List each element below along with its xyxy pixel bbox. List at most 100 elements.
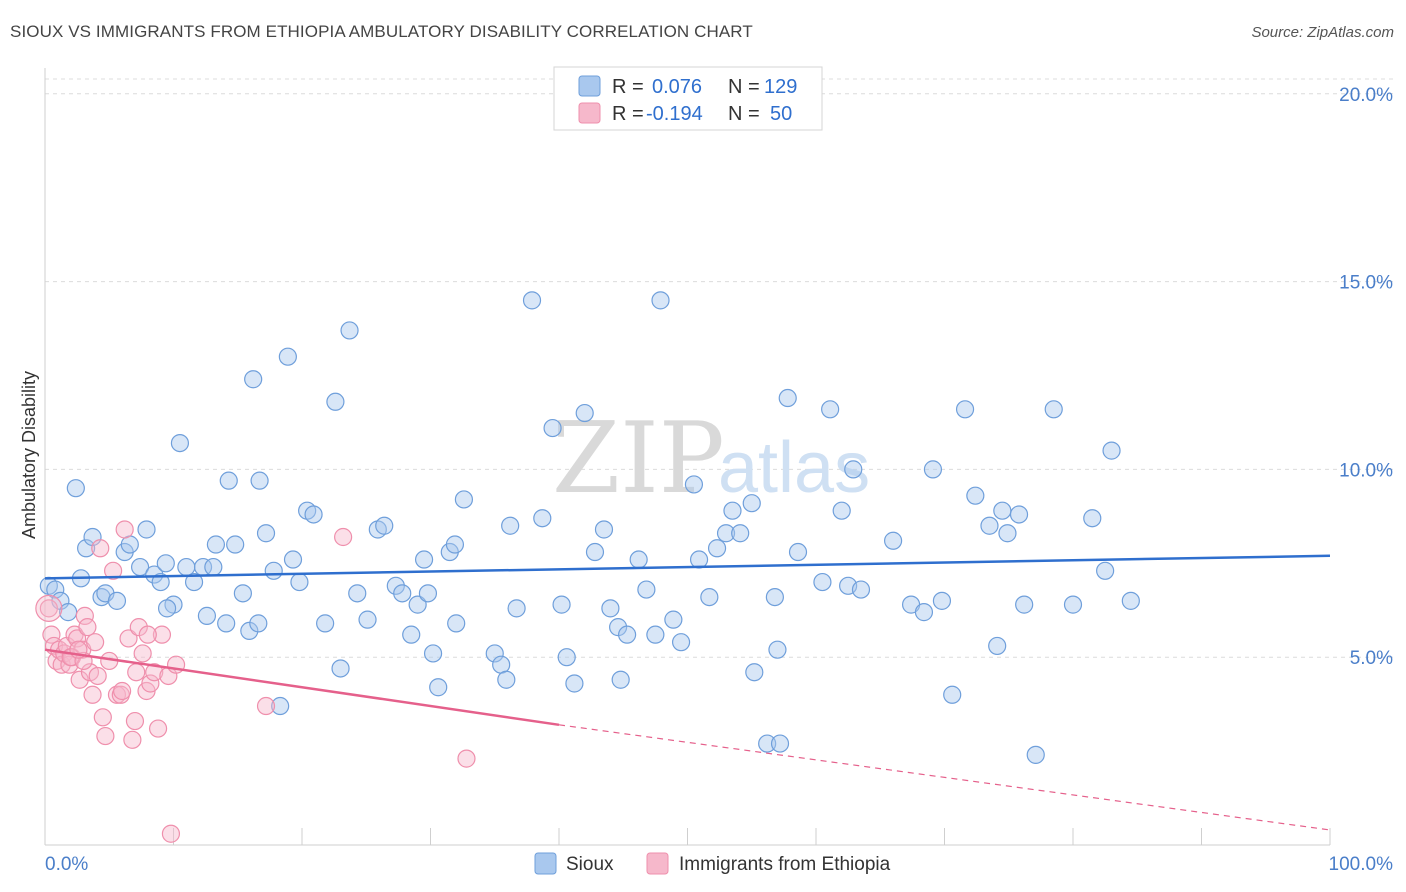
ethiopia-point	[88, 666, 107, 686]
sioux-point	[993, 501, 1012, 520]
sioux-point	[507, 599, 526, 618]
ethiopia-point	[119, 629, 138, 648]
y-tick-label: 20.0%	[1339, 85, 1393, 106]
sioux-point	[217, 614, 236, 633]
sioux-trend-line	[44, 554, 1331, 580]
sioux-point	[821, 400, 840, 419]
sioux-point	[637, 580, 656, 599]
ethiopia-point	[123, 730, 142, 749]
source-label: Source: ZipAtlas.com	[1251, 24, 1394, 41]
sioux-point	[429, 678, 448, 697]
y-axis-tick-labels: 5.0% 10.0% 15.0% 20.0%	[1339, 85, 1393, 669]
series-legend-label-ethiopia: Immigrants from Ethiopia	[679, 854, 891, 875]
sioux-point	[278, 347, 297, 366]
sioux-point	[731, 524, 750, 543]
sioux-point	[120, 535, 139, 554]
legend-n-value-sioux: 129	[764, 76, 797, 98]
sioux-point	[219, 471, 238, 490]
sioux-point	[651, 291, 670, 310]
sioux-point	[684, 475, 704, 494]
sioux-point	[206, 535, 226, 554]
legend-swatch-sioux	[578, 75, 601, 97]
sioux-point	[646, 625, 665, 644]
legend-n-value-ethiopia: 50	[770, 103, 792, 125]
sioux-point	[707, 539, 727, 558]
series-legend-swatch-ethiopia	[646, 852, 669, 875]
sioux-point	[788, 542, 808, 562]
ethiopia-point	[127, 663, 146, 682]
ethiopia-point	[256, 696, 276, 716]
sioux-point	[177, 557, 196, 577]
sioux-point	[393, 584, 412, 603]
ethiopia-point	[115, 520, 134, 539]
sioux-point	[883, 531, 903, 550]
ethiopia-trend-line	[44, 648, 560, 727]
sioux-point	[445, 535, 465, 554]
ethiopia-point	[457, 749, 476, 768]
ethiopia-point-large	[35, 594, 63, 622]
sioux-point	[533, 509, 552, 528]
sioux-point	[543, 418, 562, 438]
sioux-point	[418, 584, 438, 603]
sioux-point	[170, 433, 190, 453]
ethiopia-point	[152, 625, 172, 644]
sioux-point	[157, 599, 177, 618]
ethiopia-point	[138, 625, 157, 644]
legend-r-value-sioux: 0.076	[652, 76, 702, 98]
ethiopia-point	[93, 708, 112, 727]
sioux-point	[745, 663, 764, 682]
sioux-point	[594, 520, 614, 539]
sioux-point	[955, 400, 975, 419]
sioux-point	[664, 610, 683, 629]
sioux-point	[271, 696, 290, 716]
sioux-point	[980, 516, 999, 535]
sioux-point	[923, 460, 943, 479]
sioux-point	[689, 550, 709, 569]
sioux-point	[1063, 595, 1083, 614]
sioux-point	[386, 576, 405, 595]
sioux-point	[402, 625, 421, 644]
x-tick-label-max: 100.0%	[1329, 854, 1394, 875]
stats-legend: R = 0.076 N = 129 R = -0.194 N = 50	[553, 66, 823, 131]
sioux-point	[1009, 505, 1029, 524]
sioux-point	[250, 471, 269, 490]
sioux-point	[145, 565, 164, 584]
sioux-point	[233, 584, 252, 603]
sioux-point	[447, 614, 466, 633]
ethiopia-point	[145, 663, 164, 682]
chart-title: SIOUX VS IMMIGRANTS FROM ETHIOPIA AMBULA…	[10, 22, 753, 41]
legend-n-label-ethiopia: N =	[728, 103, 760, 125]
ethiopia-point	[42, 625, 61, 644]
sioux-point	[414, 550, 434, 569]
sioux-point	[107, 591, 127, 610]
sioux-point	[1083, 509, 1102, 528]
sioux-point	[522, 291, 542, 310]
sioux-point	[932, 591, 952, 610]
ethiopia-point	[39, 599, 58, 618]
sioux-point	[485, 644, 504, 663]
sioux-point	[778, 388, 797, 408]
sioux-point	[998, 524, 1017, 543]
sioux-point	[1026, 745, 1045, 764]
sioux-point	[943, 685, 962, 704]
sioux-point	[1044, 400, 1063, 419]
ethiopia-point	[75, 606, 94, 625]
sioux-point	[316, 614, 335, 633]
sioux-point	[557, 648, 576, 667]
y-tick-label: 10.0%	[1339, 460, 1393, 481]
ethiopia-point	[334, 527, 353, 547]
sioux-point	[244, 370, 263, 389]
sioux-point	[844, 460, 863, 479]
sioux-point	[770, 734, 790, 753]
sioux-point	[454, 490, 474, 509]
sioux-point	[813, 572, 832, 592]
grid-lines	[45, 78, 1393, 658]
sioux-point	[758, 734, 777, 753]
ethiopia-point	[112, 681, 132, 701]
sioux-point	[204, 557, 223, 577]
sioux-point	[283, 550, 303, 569]
sioux-point	[565, 674, 584, 693]
series-legend: Sioux Immigrants from Ethiopia	[534, 852, 891, 875]
x-tick-label-min: 0.0%	[45, 854, 88, 875]
sioux-point	[552, 595, 571, 614]
